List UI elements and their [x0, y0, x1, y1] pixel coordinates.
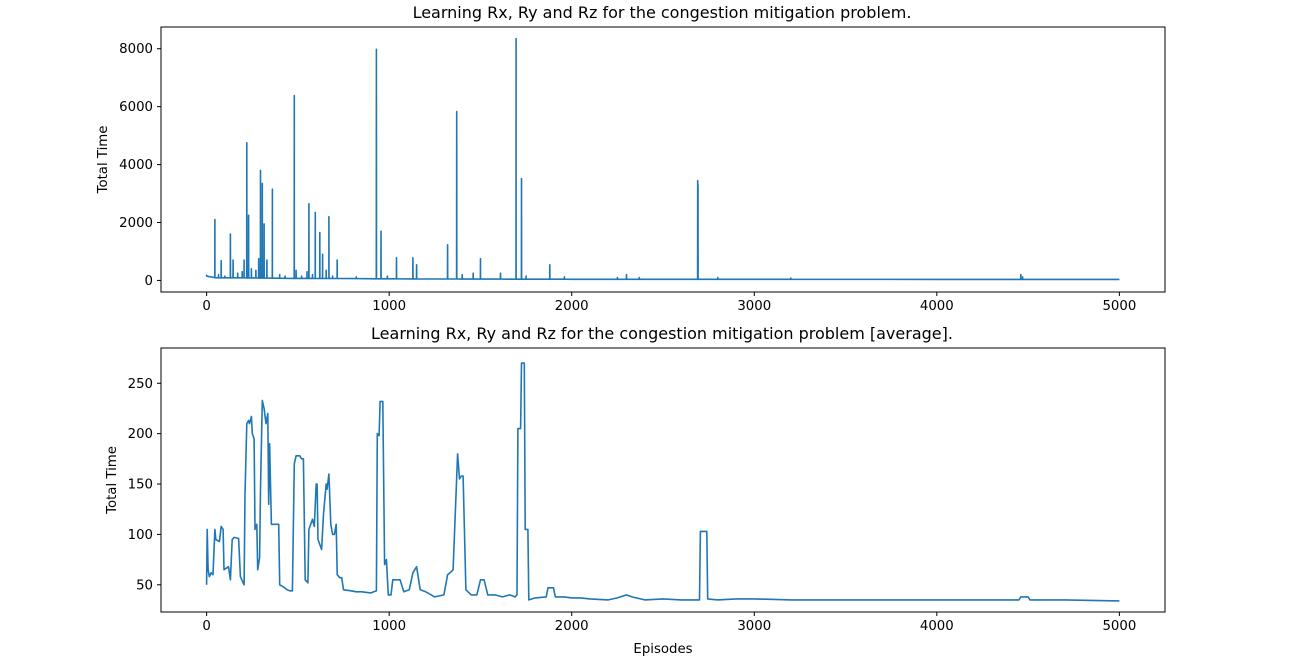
chart-average-time: Learning Rx, Ry and Rz for the congestio… — [105, 324, 1166, 657]
chart-title: Learning Rx, Ry and Rz for the congestio… — [413, 3, 912, 22]
series-line — [205, 37, 1120, 281]
y-axis: 0 2000 4000 6000 8000 — [119, 42, 161, 289]
x-tick-label: 5000 — [1102, 619, 1136, 634]
x-tick-label: 3000 — [737, 299, 771, 314]
y-axis: 50 100 150 200 250 — [128, 377, 161, 593]
plot-area-frame — [160, 347, 1166, 613]
y-tick-label: 50 — [136, 578, 153, 593]
x-axis: 0 1000 2000 3000 4000 5000 — [202, 612, 1136, 634]
x-tick-label: 3000 — [737, 619, 771, 634]
y-tick-label: 150 — [128, 478, 153, 493]
y-tick-label: 0 — [145, 274, 153, 289]
plot-area-frame — [160, 26, 1166, 293]
x-axis: 0 1000 2000 3000 4000 5000 — [202, 292, 1136, 314]
y-tick-label: 2000 — [119, 216, 153, 231]
y-tick-label: 200 — [128, 427, 153, 442]
y-axis-label: Total Time — [105, 446, 120, 515]
x-tick-label: 0 — [202, 619, 210, 634]
x-tick-label: 4000 — [920, 619, 954, 634]
y-tick-label: 100 — [128, 528, 153, 543]
x-tick-label: 5000 — [1102, 299, 1136, 314]
x-axis-label: Episodes — [633, 642, 692, 657]
x-tick-label: 0 — [202, 299, 210, 314]
x-tick-label: 2000 — [555, 299, 589, 314]
chart-title: Learning Rx, Ry and Rz for the congestio… — [371, 324, 953, 343]
y-tick-label: 4000 — [119, 158, 153, 173]
x-tick-label: 4000 — [920, 299, 954, 314]
x-tick-label: 1000 — [372, 619, 406, 634]
y-axis-label: Total Time — [96, 126, 111, 195]
series-line — [205, 362, 1120, 602]
y-tick-label: 8000 — [119, 42, 153, 57]
y-tick-label: 6000 — [119, 100, 153, 115]
x-tick-label: 2000 — [555, 619, 589, 634]
x-tick-label: 1000 — [372, 299, 406, 314]
y-tick-label: 250 — [128, 377, 153, 392]
chart-total-time: Learning Rx, Ry and Rz for the congestio… — [96, 3, 1166, 314]
